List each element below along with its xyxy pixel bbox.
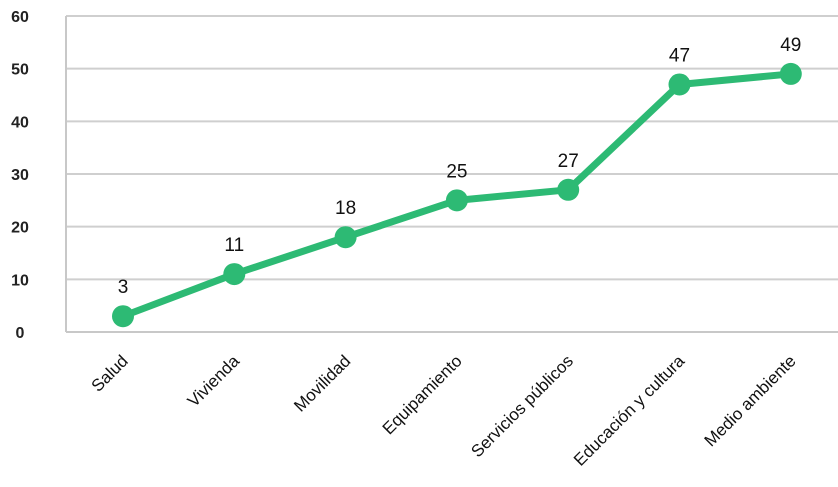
- data-label: 27: [558, 151, 579, 172]
- data-point: [779, 62, 802, 85]
- data-label: 18: [335, 198, 356, 219]
- y-tick-label: 20: [11, 220, 29, 237]
- data-point: [223, 263, 246, 286]
- y-tick-label: 0: [16, 325, 25, 342]
- y-tick-label: 50: [11, 62, 29, 79]
- x-tick-label: Movilidad: [290, 351, 354, 415]
- data-point: [445, 189, 468, 212]
- x-tick-label: Servicios públicos: [467, 351, 577, 461]
- x-tick-label: Equipamiento: [379, 351, 466, 438]
- data-point: [557, 178, 580, 201]
- data-points: [112, 62, 802, 328]
- data-label: 25: [446, 161, 467, 182]
- data-label: 3: [118, 277, 129, 298]
- data-labels: 3 11 18 25 27 47 49: [118, 35, 802, 298]
- y-tick-label: 40: [11, 114, 29, 131]
- y-axis-ticks: 0 10 20 30 40 50 60: [11, 9, 29, 342]
- y-tick-label: 60: [11, 9, 29, 26]
- gridlines: [65, 15, 838, 333]
- x-tick-label: Salud: [88, 351, 132, 395]
- data-label: 11: [224, 235, 244, 256]
- data-point: [334, 226, 357, 249]
- x-tick-label: Educación y cultura: [570, 351, 689, 470]
- x-tick-label: Medio ambiente: [701, 351, 800, 450]
- x-axis-categories: Salud Vivienda Movilidad Equipamiento Servic…: [88, 351, 800, 470]
- y-tick-label: 30: [11, 167, 29, 184]
- x-tick-label: Vivienda: [184, 351, 244, 411]
- data-point: [112, 305, 134, 328]
- data-point: [668, 73, 691, 96]
- data-label: 49: [780, 35, 801, 56]
- y-tick-label: 10: [11, 272, 29, 289]
- data-label: 47: [669, 45, 690, 66]
